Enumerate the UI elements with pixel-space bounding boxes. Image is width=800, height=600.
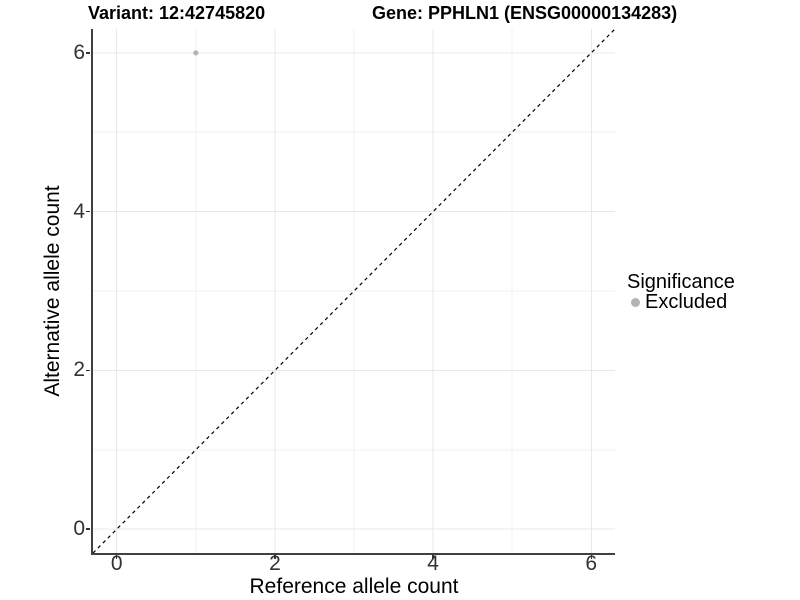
identity-reference-line	[93, 29, 615, 553]
x-axis-line	[91, 553, 615, 555]
legend-item-label: Excluded	[645, 290, 728, 313]
x-tick-label: 0	[110, 552, 123, 575]
y-tick-label: 0	[73, 517, 85, 541]
plot-title-gene: Gene: PPHLN1 (ENSG00000134283)	[372, 3, 678, 23]
x-axis-title: Reference allele count	[249, 575, 459, 598]
plot-title-variant: Variant: 12:42745820	[88, 3, 266, 23]
data-point	[193, 50, 199, 56]
y-tick-label: 4	[73, 199, 85, 223]
x-tick-label: 6	[585, 552, 598, 575]
x-tick-label: 2	[269, 552, 281, 575]
x-tick-mark	[274, 555, 276, 559]
y-axis-line	[91, 29, 93, 555]
y-tick-mark	[86, 528, 90, 530]
y-tick-label: 2	[73, 358, 85, 382]
legend-item-excluded: Excluded	[627, 290, 735, 313]
x-tick-mark	[432, 555, 434, 559]
y-tick-mark	[86, 369, 90, 372]
y-tick-label: 6	[73, 40, 85, 64]
legend: Significance Excluded	[627, 271, 735, 313]
y-tick-mark	[86, 52, 90, 54]
legend-title: Significance	[627, 271, 735, 293]
y-tick-mark	[86, 210, 90, 213]
chart-canvas	[93, 29, 615, 553]
excluded-point-icon	[631, 297, 640, 307]
plot-panel	[93, 29, 615, 553]
x-tick-mark	[590, 555, 593, 559]
x-tick-mark	[115, 555, 118, 559]
x-tick-label: 4	[427, 552, 439, 575]
